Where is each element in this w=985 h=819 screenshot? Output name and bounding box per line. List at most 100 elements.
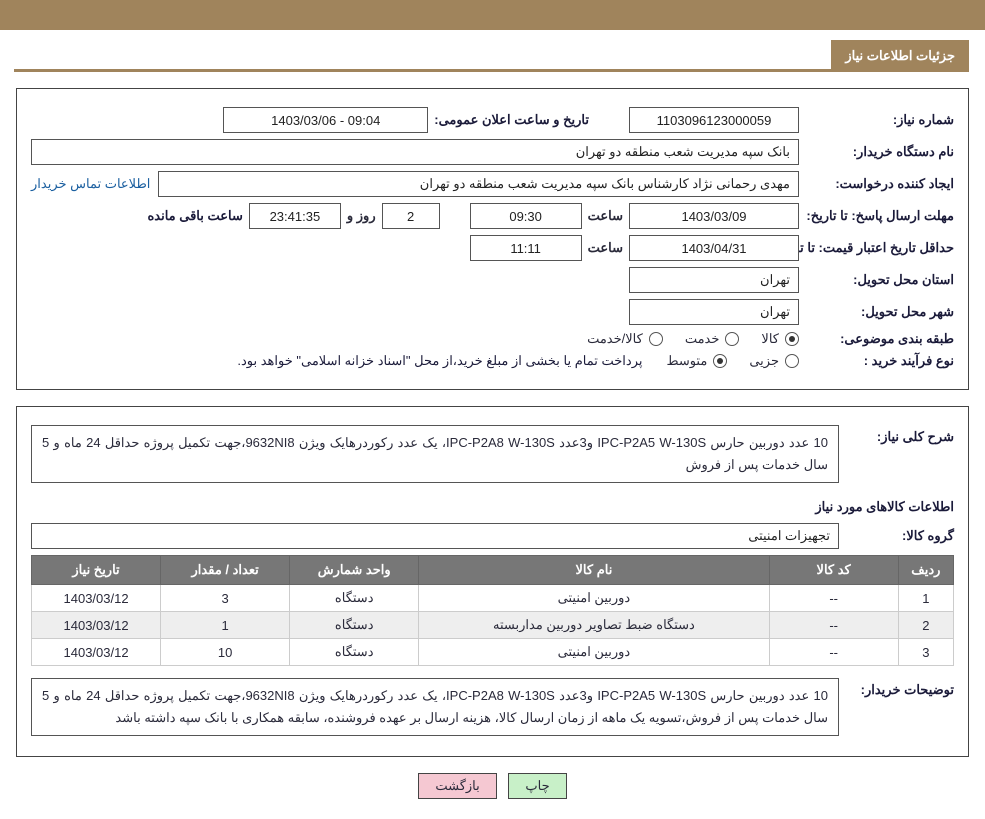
requester-value: مهدی رحمانی نژاد کارشناس بانک سپه مدیریت… [158, 171, 799, 197]
announce-value: 09:04 - 1403/03/06 [223, 107, 428, 133]
subject-class-option-label: خدمت [685, 331, 720, 347]
row-province: استان محل تحویل: تهران [31, 267, 954, 293]
action-bar: چاپ بازگشت [0, 773, 985, 799]
proc-type-radios: جزیی متوسط [666, 353, 799, 369]
radio-icon[interactable] [785, 332, 799, 346]
city-value: تهران [629, 299, 799, 325]
requester-label: ایجاد کننده درخواست: [799, 176, 954, 192]
table-row: 3--دوربین امنیتیدستگاه101403/03/12 [32, 639, 954, 666]
table-header-cell: تعداد / مقدار [161, 556, 290, 585]
row-need-no: شماره نیاز: 1103096123000059 تاریخ و ساع… [31, 107, 954, 133]
need-no-label: شماره نیاز: [799, 112, 954, 128]
radio-icon[interactable] [713, 354, 727, 368]
buyer-org-value: بانک سپه مدیریت شعب منطقه دو تهران [31, 139, 799, 165]
print-button[interactable]: چاپ [508, 773, 566, 799]
items-table: ردیفکد کالانام کالاواحد شمارشتعداد / مقد… [31, 555, 954, 666]
row-proc-type: نوع فرآیند خرید : جزیی متوسط پرداخت تمام … [31, 353, 954, 369]
table-cell: دستگاه [290, 612, 419, 639]
remaining-word: ساعت باقی مانده [147, 208, 248, 224]
buyer-notes-label: توضیحات خریدار: [839, 678, 954, 698]
buyer-contact-link[interactable]: اطلاعات تماس خریدار [31, 176, 158, 192]
announce-label: تاریخ و ساعت اعلان عمومی: [428, 112, 589, 128]
table-cell: 1 [898, 585, 953, 612]
table-cell: 1403/03/12 [32, 585, 161, 612]
subject-class-label: طبقه بندی موضوعی: [799, 331, 954, 347]
table-header-cell: تاریخ نیاز [32, 556, 161, 585]
table-cell: دوربین امنیتی [419, 639, 769, 666]
hour-word-2: ساعت [582, 240, 629, 256]
deadline-date: 1403/03/09 [629, 203, 799, 229]
table-header-cell: کد کالا [769, 556, 898, 585]
row-subject-class: طبقه بندی موضوعی: کالا خدمت کالا/خدمت [31, 331, 954, 347]
deadline-time: 09:30 [470, 203, 582, 229]
proc-type-option[interactable]: متوسط [666, 353, 727, 369]
table-cell: دستگاه [290, 639, 419, 666]
validity-label: حداقل تاریخ اعتبار قیمت: تا تاریخ: [799, 240, 954, 256]
row-group: گروه کالا: تجهیزات امنیتی [31, 523, 954, 549]
table-header-cell: ردیف [898, 556, 953, 585]
row-requester: ایجاد کننده درخواست: مهدی رحمانی نژاد کا… [31, 171, 954, 197]
city-label: شهر محل تحویل: [799, 304, 954, 320]
overall-desc-value: 10 عدد دوربین حارس IPC-P2A5 W-130S و3عدد… [31, 425, 839, 483]
table-cell: -- [769, 639, 898, 666]
row-validity: حداقل تاریخ اعتبار قیمت: تا تاریخ: 1403/… [31, 235, 954, 261]
table-cell: 2 [898, 612, 953, 639]
radio-icon[interactable] [649, 332, 663, 346]
group-label: گروه کالا: [839, 528, 954, 544]
table-row: 2--دستگاه ضبط تصاویر دوربین مداربستهدستگ… [32, 612, 954, 639]
page: جزئیات اطلاعات نیاز شماره نیاز: 11030961… [0, 0, 985, 819]
table-body: 1--دوربین امنیتیدستگاه31403/03/122--دستگ… [32, 585, 954, 666]
overall-desc-label: شرح کلی نیاز: [839, 425, 954, 445]
table-header-cell: نام کالا [419, 556, 769, 585]
buyer-org-label: نام دستگاه خریدار: [799, 144, 954, 160]
proc-type-option[interactable]: جزیی [749, 353, 799, 369]
validity-date: 1403/04/31 [629, 235, 799, 261]
table-cell: دستگاه ضبط تصاویر دوربین مداربسته [419, 612, 769, 639]
row-buyer-notes: توضیحات خریدار: 10 عدد دوربین حارس IPC-P… [31, 678, 954, 736]
need-no-value: 1103096123000059 [629, 107, 799, 133]
info-panel: شماره نیاز: 1103096123000059 تاریخ و ساع… [16, 88, 969, 390]
subject-class-option-label: کالا [761, 331, 779, 347]
header-underline [14, 69, 831, 72]
table-header-cell: واحد شمارش [290, 556, 419, 585]
subject-class-radios: کالا خدمت کالا/خدمت [587, 331, 799, 347]
proc-type-option-label: متوسط [666, 353, 707, 369]
row-buyer-org: نام دستگاه خریدار: بانک سپه مدیریت شعب م… [31, 139, 954, 165]
header-row: جزئیات اطلاعات نیاز [0, 40, 985, 72]
subject-class-option-label: کالا/خدمت [587, 331, 643, 347]
table-header-row: ردیفکد کالانام کالاواحد شمارشتعداد / مقد… [32, 556, 954, 585]
row-deadline: مهلت ارسال پاسخ: تا تاریخ: 1403/03/09 سا… [31, 203, 954, 229]
proc-type-option-label: جزیی [749, 353, 779, 369]
proc-type-label: نوع فرآیند خرید : [799, 353, 954, 369]
subject-class-option[interactable]: کالا/خدمت [587, 331, 663, 347]
table-cell: 3 [898, 639, 953, 666]
row-city: شهر محل تحویل: تهران [31, 299, 954, 325]
days-word: روز و [341, 208, 382, 224]
table-row: 1--دوربین امنیتیدستگاه31403/03/12 [32, 585, 954, 612]
table-cell: 1403/03/12 [32, 612, 161, 639]
page-title-tab: جزئیات اطلاعات نیاز [831, 40, 969, 72]
proc-note: پرداخت تمام یا بخشی از مبلغ خرید،از محل … [237, 353, 648, 369]
deadline-label: مهلت ارسال پاسخ: تا تاریخ: [799, 208, 954, 224]
items-panel: شرح کلی نیاز: 10 عدد دوربین حارس IPC-P2A… [16, 406, 969, 757]
items-subheader: اطلاعات کالاهای مورد نیاز [31, 499, 954, 515]
table-cell: دوربین امنیتی [419, 585, 769, 612]
validity-time: 11:11 [470, 235, 582, 261]
province-label: استان محل تحویل: [799, 272, 954, 288]
buyer-notes-value: 10 عدد دوربین حارس IPC-P2A5 W-130S و3عدد… [31, 678, 839, 736]
table-cell: 10 [161, 639, 290, 666]
table-cell: 1403/03/12 [32, 639, 161, 666]
top-stripe [0, 0, 985, 30]
radio-icon[interactable] [725, 332, 739, 346]
province-value: تهران [629, 267, 799, 293]
table-cell: 1 [161, 612, 290, 639]
back-button[interactable]: بازگشت [418, 773, 496, 799]
subject-class-option[interactable]: خدمت [685, 331, 740, 347]
radio-icon[interactable] [785, 354, 799, 368]
days-remaining: 2 [382, 203, 440, 229]
row-overall-desc: شرح کلی نیاز: 10 عدد دوربین حارس IPC-P2A… [31, 425, 954, 483]
subject-class-option[interactable]: کالا [761, 331, 799, 347]
table-cell: دستگاه [290, 585, 419, 612]
hour-word-1: ساعت [582, 208, 629, 224]
table-cell: -- [769, 612, 898, 639]
